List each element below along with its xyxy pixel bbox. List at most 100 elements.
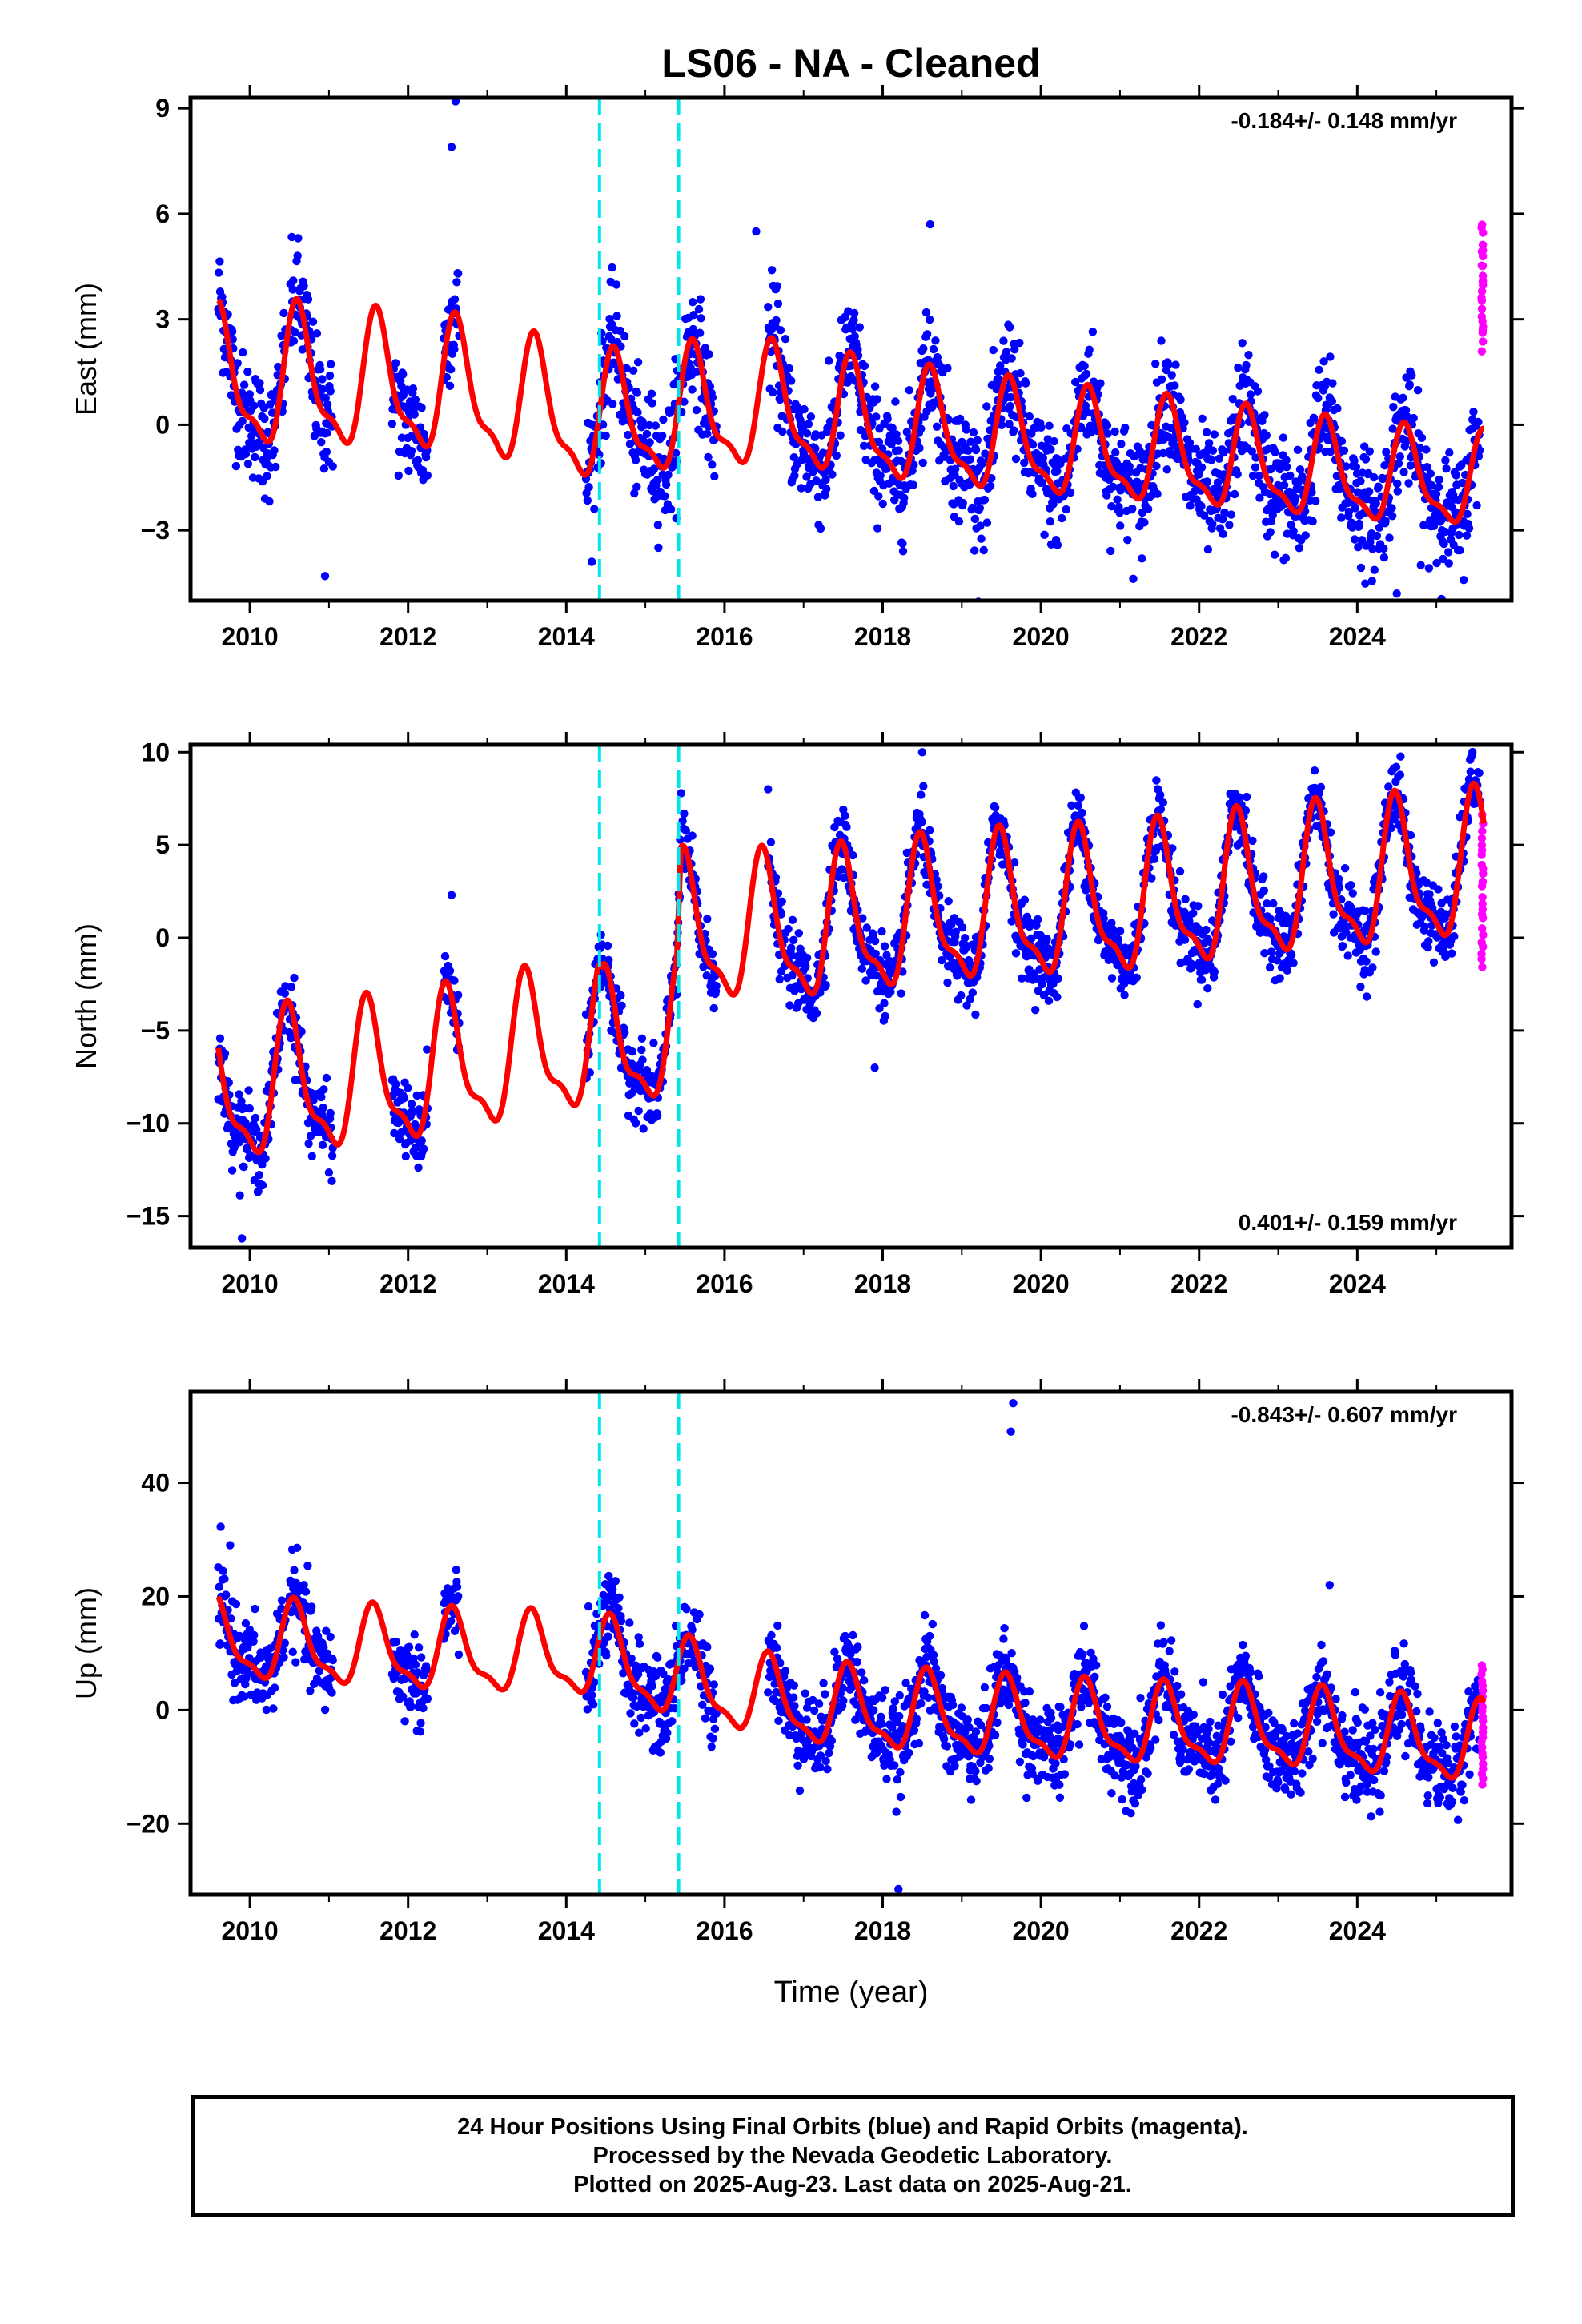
data-point [1046, 445, 1055, 454]
data-point [857, 964, 867, 973]
data-point [1006, 323, 1014, 332]
data-point [658, 432, 667, 440]
data-point [1219, 448, 1228, 457]
data-point [1422, 878, 1431, 887]
data-point [661, 492, 669, 501]
data-point [1038, 478, 1046, 487]
data-point [1413, 386, 1423, 395]
data-point [454, 1650, 464, 1659]
data-point [1387, 823, 1396, 833]
data-point [445, 967, 455, 975]
data-point [695, 1610, 704, 1619]
data-point [1310, 766, 1319, 775]
data-point [1472, 501, 1481, 510]
y-tick-label: −5 [141, 1016, 170, 1045]
y-axis-label: East (mm) [70, 283, 102, 416]
data-point [323, 400, 332, 409]
data-point [1025, 412, 1034, 421]
data-point [588, 557, 596, 566]
data-point [624, 430, 632, 440]
data-point [1181, 895, 1190, 904]
outlier-point [320, 572, 330, 581]
data-point [309, 1096, 318, 1104]
data-point [289, 336, 299, 345]
data-point [1053, 467, 1062, 476]
data-point [962, 1001, 971, 1010]
data-point [708, 393, 717, 402]
data-point [604, 1632, 612, 1641]
data-point [966, 455, 975, 464]
data-point [262, 1705, 271, 1715]
data-point [919, 782, 928, 790]
data-point [1251, 463, 1260, 472]
rapid-point [1478, 899, 1487, 908]
data-point [1259, 872, 1268, 881]
data-point [420, 429, 428, 439]
data-point [943, 978, 952, 987]
data-point [1356, 476, 1365, 485]
data-point [391, 1080, 400, 1088]
data-point [898, 539, 907, 548]
data-point [764, 303, 773, 312]
data-point [1279, 480, 1289, 489]
data-point [802, 429, 812, 438]
data-point [419, 1703, 428, 1713]
data-point [255, 385, 265, 395]
data-point [1365, 487, 1374, 496]
x-tick-label: 2010 [222, 1269, 279, 1298]
data-point [653, 1112, 662, 1120]
data-point [1339, 446, 1349, 455]
rapid-point [1477, 841, 1487, 850]
data-point [1242, 360, 1251, 370]
data-point [326, 1632, 335, 1642]
data-point [1203, 477, 1211, 486]
data-point [1260, 411, 1269, 420]
data-point [319, 1104, 327, 1112]
data-point [968, 988, 978, 997]
data-point [394, 471, 403, 480]
data-point [324, 1168, 334, 1177]
data-point [1419, 521, 1428, 529]
data-point [1342, 462, 1351, 471]
data-point [1394, 459, 1403, 468]
data-point [258, 1180, 267, 1190]
data-point [686, 364, 695, 372]
data-point [1128, 504, 1137, 513]
data-point [776, 395, 785, 404]
data-point [327, 1152, 337, 1160]
data-point [1289, 526, 1298, 536]
data-point [1281, 553, 1291, 562]
data-point [1189, 909, 1198, 918]
data-point [391, 359, 400, 368]
data-point [1157, 375, 1166, 384]
data-point [1234, 363, 1243, 372]
data-point [1355, 519, 1363, 529]
velocity-annotation: -0.184+/- 0.148 mm/yr [1231, 108, 1457, 133]
data-point [1329, 910, 1338, 919]
data-point [1247, 447, 1257, 456]
data-point [954, 517, 964, 526]
data-point [1195, 470, 1203, 479]
data-point [1235, 793, 1243, 802]
data-point [856, 425, 865, 435]
data-point [970, 514, 980, 524]
data-point [1333, 404, 1342, 413]
data-point [1387, 504, 1396, 513]
data-point [682, 1605, 691, 1614]
data-point [929, 344, 938, 354]
data-point [1202, 925, 1211, 935]
data-point [648, 1682, 656, 1691]
data-point [1054, 974, 1062, 983]
data-point [1332, 472, 1342, 480]
data-point [215, 268, 223, 277]
data-point [872, 971, 881, 980]
data-point [708, 950, 717, 959]
data-point [1343, 951, 1352, 960]
data-point [315, 364, 325, 374]
x-tick-label: 2014 [538, 1269, 595, 1298]
data-point [413, 456, 423, 464]
y-tick-label: 10 [141, 738, 170, 766]
data-point [822, 485, 831, 493]
data-point [874, 437, 884, 447]
data-point [970, 546, 979, 555]
